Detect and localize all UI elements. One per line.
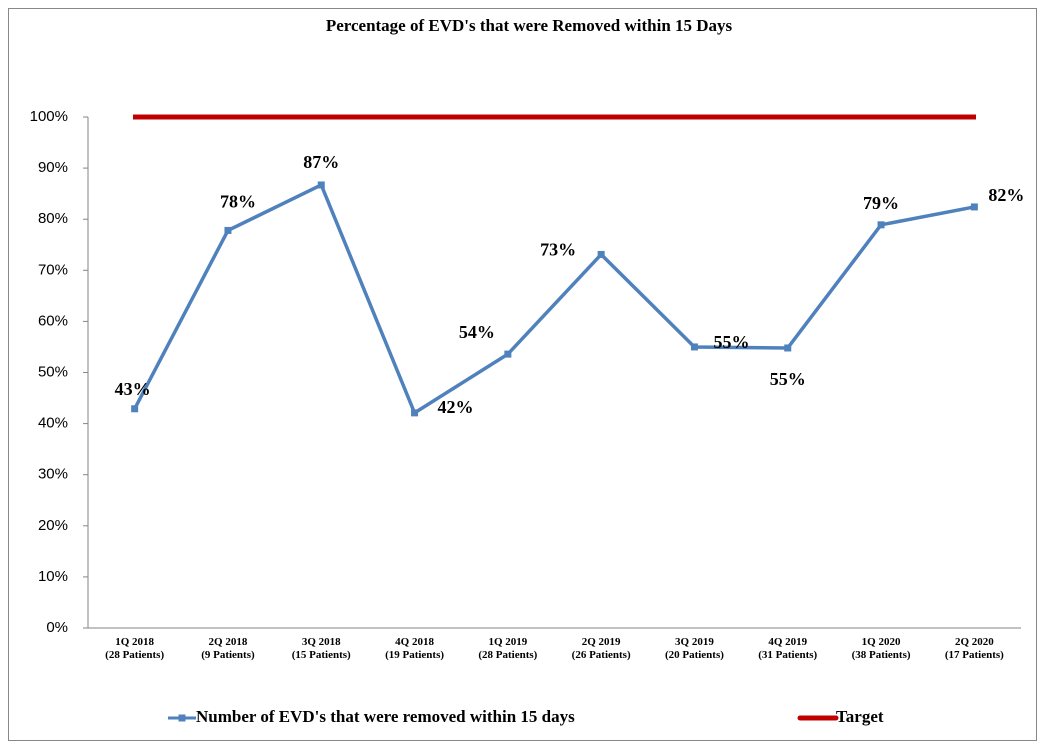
x-tick-line: 4Q 2018 xyxy=(395,636,434,648)
x-tick-label: 2Q 2018 (9 Patients) xyxy=(201,636,255,661)
data-label: 87% xyxy=(303,152,339,172)
x-tick-line: (15 Patients) xyxy=(292,649,351,661)
y-tick-label: 80% xyxy=(38,210,68,227)
y-tick-label: 50% xyxy=(38,363,68,380)
x-tick-label: 1Q 2020 (38 Patients) xyxy=(852,636,911,661)
y-tick-label: 0% xyxy=(46,619,68,636)
x-tick-label: 2Q 2020 (17 Patients) xyxy=(945,636,1004,661)
x-tick-line: (9 Patients) xyxy=(201,649,255,661)
x-tick-line: 1Q 2018 xyxy=(115,636,154,648)
x-tick-line: (31 Patients) xyxy=(758,649,817,661)
data-label: 55% xyxy=(713,332,749,352)
x-tick-line: 2Q 2019 xyxy=(582,636,621,648)
y-tick-label: 20% xyxy=(38,517,68,534)
x-tick-line: (28 Patients) xyxy=(105,649,164,661)
chart-title: Percentage of EVD's that were Removed wi… xyxy=(326,16,733,35)
point xyxy=(690,343,698,351)
legend-label: Number of EVD's that were removed within… xyxy=(196,707,575,726)
y-tick-label: 70% xyxy=(38,261,68,278)
point xyxy=(504,350,512,358)
y-tick-label: 40% xyxy=(38,415,68,432)
point xyxy=(784,344,792,352)
data-label: 73% xyxy=(540,240,576,260)
x-tick-label: 4Q 2018 (19 Patients) xyxy=(385,636,444,661)
y-tick-label: 100% xyxy=(30,108,68,125)
x-tick-line: 4Q 2019 xyxy=(768,636,807,648)
x-tick-line: 2Q 2020 xyxy=(955,636,994,648)
point xyxy=(317,181,325,189)
legend-label: Target xyxy=(836,707,884,726)
legend-marker xyxy=(178,714,186,722)
data-label: 43% xyxy=(115,379,151,399)
x-tick-line: (20 Patients) xyxy=(665,649,724,661)
chart-frame xyxy=(8,8,1037,741)
y-tick-label: 10% xyxy=(38,568,68,585)
x-tick-label: 1Q 2019 (28 Patients) xyxy=(478,636,537,661)
x-tick-label: 3Q 2018 (15 Patients) xyxy=(292,636,351,661)
x-tick-line: 2Q 2018 xyxy=(209,636,248,648)
point xyxy=(411,409,419,417)
x-tick-line: (17 Patients) xyxy=(945,649,1004,661)
x-tick-line: 3Q 2018 xyxy=(302,636,341,648)
x-tick-line: (38 Patients) xyxy=(852,649,911,661)
x-tick-line: (19 Patients) xyxy=(385,649,444,661)
data-label: 55% xyxy=(770,369,806,389)
x-tick-line: (28 Patients) xyxy=(478,649,537,661)
data-label: 54% xyxy=(459,322,495,342)
point xyxy=(877,221,885,229)
y-tick-label: 60% xyxy=(38,312,68,329)
x-tick-line: 1Q 2019 xyxy=(488,636,527,648)
point xyxy=(597,250,605,258)
x-tick-label: 4Q 2019 (31 Patients) xyxy=(758,636,817,661)
point xyxy=(131,405,139,413)
data-line xyxy=(133,183,975,415)
point xyxy=(970,203,978,211)
x-tick-line: 1Q 2020 xyxy=(862,636,901,648)
data-label: 79% xyxy=(863,193,899,213)
data-label: 78% xyxy=(220,192,256,212)
x-tick-line: (26 Patients) xyxy=(572,649,631,661)
x-tick-label: 2Q 2019 (26 Patients) xyxy=(572,636,631,661)
data-label: 42% xyxy=(438,397,474,417)
x-tick-label: 3Q 2019 (20 Patients) xyxy=(665,636,724,661)
y-tick-label: 90% xyxy=(38,159,68,176)
point xyxy=(224,226,232,234)
x-tick-line: 3Q 2019 xyxy=(675,636,714,648)
x-tick-label: 1Q 2018 (28 Patients) xyxy=(105,636,164,661)
y-tick-label: 30% xyxy=(38,466,68,483)
data-label: 82% xyxy=(988,185,1024,205)
